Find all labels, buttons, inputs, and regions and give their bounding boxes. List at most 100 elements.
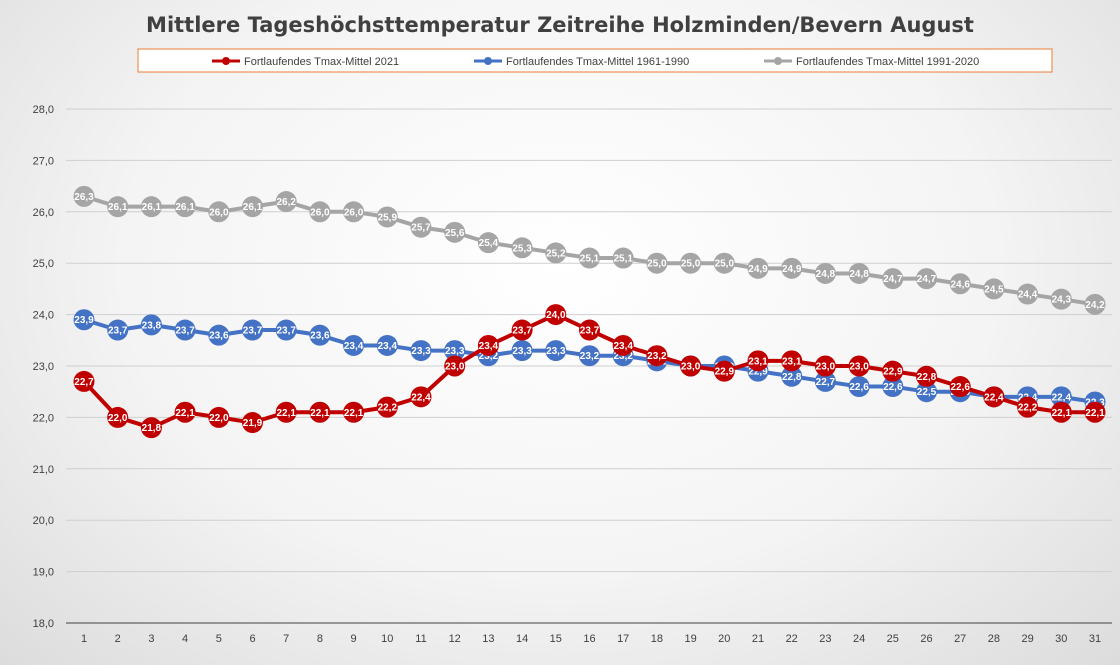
- data-label: 23,3: [445, 346, 465, 357]
- legend-label: Fortlaufendes Tmax-Mittel 2021: [244, 56, 399, 68]
- data-point: [511, 340, 533, 362]
- data-point: [646, 345, 668, 367]
- data-point: [309, 201, 331, 223]
- data-point: [242, 196, 263, 218]
- data-label: 24,0: [546, 310, 566, 321]
- data-label: 22,9: [748, 367, 768, 378]
- data-label: 23,3: [512, 346, 532, 357]
- data-point: [747, 350, 769, 372]
- x-tick-label: 16: [583, 633, 595, 645]
- data-point: [848, 376, 870, 398]
- data-point: [1017, 283, 1039, 305]
- y-tick-label: 21,0: [33, 464, 54, 476]
- data-point: [376, 206, 398, 228]
- data-label: 23,7: [108, 326, 128, 337]
- data-point: [343, 334, 365, 356]
- data-label: 22,0: [108, 413, 128, 424]
- data-point: [376, 396, 398, 418]
- data-label: 22,5: [917, 387, 937, 398]
- data-point: [107, 319, 129, 341]
- data-label: 26,0: [344, 207, 364, 218]
- data-label: 23,7: [243, 326, 263, 337]
- data-point: [410, 216, 432, 238]
- y-axis-tick-labels: 18,0 19,0 20,0 21,0 22,0 23,0 24,0 25,0 26,0 27,0…: [33, 104, 54, 630]
- x-tick-label: 6: [249, 633, 255, 645]
- data-point: [848, 355, 870, 377]
- x-tick-label: 25: [887, 633, 899, 645]
- y-tick-label: 19,0: [33, 567, 54, 579]
- data-label: 24,2: [1085, 300, 1105, 311]
- data-label: 23,7: [512, 326, 532, 337]
- data-label: 21,8: [142, 423, 162, 434]
- data-label: 22,6: [883, 382, 903, 393]
- data-label: 22,0: [209, 413, 229, 424]
- data-label: 24,9: [748, 264, 768, 275]
- data-label: 23,3: [411, 346, 431, 357]
- data-point: [410, 386, 432, 408]
- data-label: 22,1: [175, 408, 195, 419]
- data-point: [511, 237, 533, 259]
- x-tick-label: 2: [115, 633, 121, 645]
- data-point: [140, 314, 162, 336]
- data-point: [814, 355, 836, 377]
- data-point: [680, 252, 702, 274]
- data-point: [1050, 288, 1072, 310]
- data-label: 23,9: [74, 315, 94, 326]
- y-tick-label: 28,0: [33, 104, 54, 116]
- legend-label: Fortlaufendes Tmax-Mittel 1961-1990: [506, 56, 689, 68]
- x-tick-label: 3: [148, 633, 154, 645]
- data-point: [882, 268, 904, 290]
- data-point: [444, 340, 466, 362]
- data-point: [140, 417, 162, 439]
- data-point: [646, 252, 668, 274]
- data-point: [612, 334, 634, 356]
- series-group: 26,3 26,1 26,1 26,1 26,0 26,1 26,2 26,0 26,0 25,9…: [73, 185, 1106, 439]
- data-point: [477, 232, 499, 254]
- data-point: [275, 319, 297, 341]
- data-label: 23,0: [816, 362, 836, 373]
- data-label: 26,1: [243, 202, 263, 213]
- data-label: 24,7: [883, 274, 903, 285]
- data-point: [713, 360, 735, 382]
- data-label: 22,9: [883, 367, 903, 378]
- data-point: [612, 247, 634, 269]
- data-label: 23,2: [613, 351, 633, 362]
- data-label: 25,1: [580, 254, 600, 265]
- data-point: [208, 201, 230, 223]
- data-label: 22,6: [950, 382, 970, 393]
- data-point: [579, 345, 600, 367]
- data-point: [916, 381, 937, 403]
- data-point: [949, 273, 971, 295]
- data-point: [309, 324, 331, 346]
- series: 26,3 26,1 26,1 26,1 26,0 26,1 26,2 26,0 26,0 25,9…: [73, 185, 1106, 315]
- x-tick-label: 11: [415, 633, 426, 645]
- data-label: 26,0: [310, 207, 330, 218]
- x-tick-label: 31: [1089, 633, 1101, 645]
- x-tick-label: 1: [81, 633, 87, 645]
- data-point: [73, 185, 95, 207]
- data-point: [511, 319, 533, 341]
- data-point: [376, 334, 398, 356]
- data-label: 23,0: [849, 362, 869, 373]
- legend-label: Fortlaufendes Tmax-Mittel 1991-2020: [796, 56, 979, 68]
- data-point: [781, 365, 803, 387]
- data-label: 25,0: [715, 259, 735, 270]
- legend-marker: [484, 57, 492, 65]
- data-point: [916, 268, 937, 290]
- data-point: [545, 340, 567, 362]
- data-label: 25,6: [445, 228, 465, 239]
- x-tick-label: 30: [1055, 633, 1067, 645]
- data-label: 26,1: [142, 202, 162, 213]
- data-point: [545, 242, 567, 264]
- data-point: [1084, 401, 1106, 423]
- data-point: [477, 334, 499, 356]
- data-point: [713, 252, 735, 274]
- data-point: [579, 247, 600, 269]
- data-label: 21,9: [243, 418, 263, 429]
- data-point: [916, 365, 937, 387]
- data-label: 22,6: [849, 382, 869, 393]
- data-label: 22,2: [1018, 403, 1038, 414]
- data-point: [781, 350, 803, 372]
- data-point: [444, 355, 466, 377]
- data-label: 22,1: [276, 408, 296, 419]
